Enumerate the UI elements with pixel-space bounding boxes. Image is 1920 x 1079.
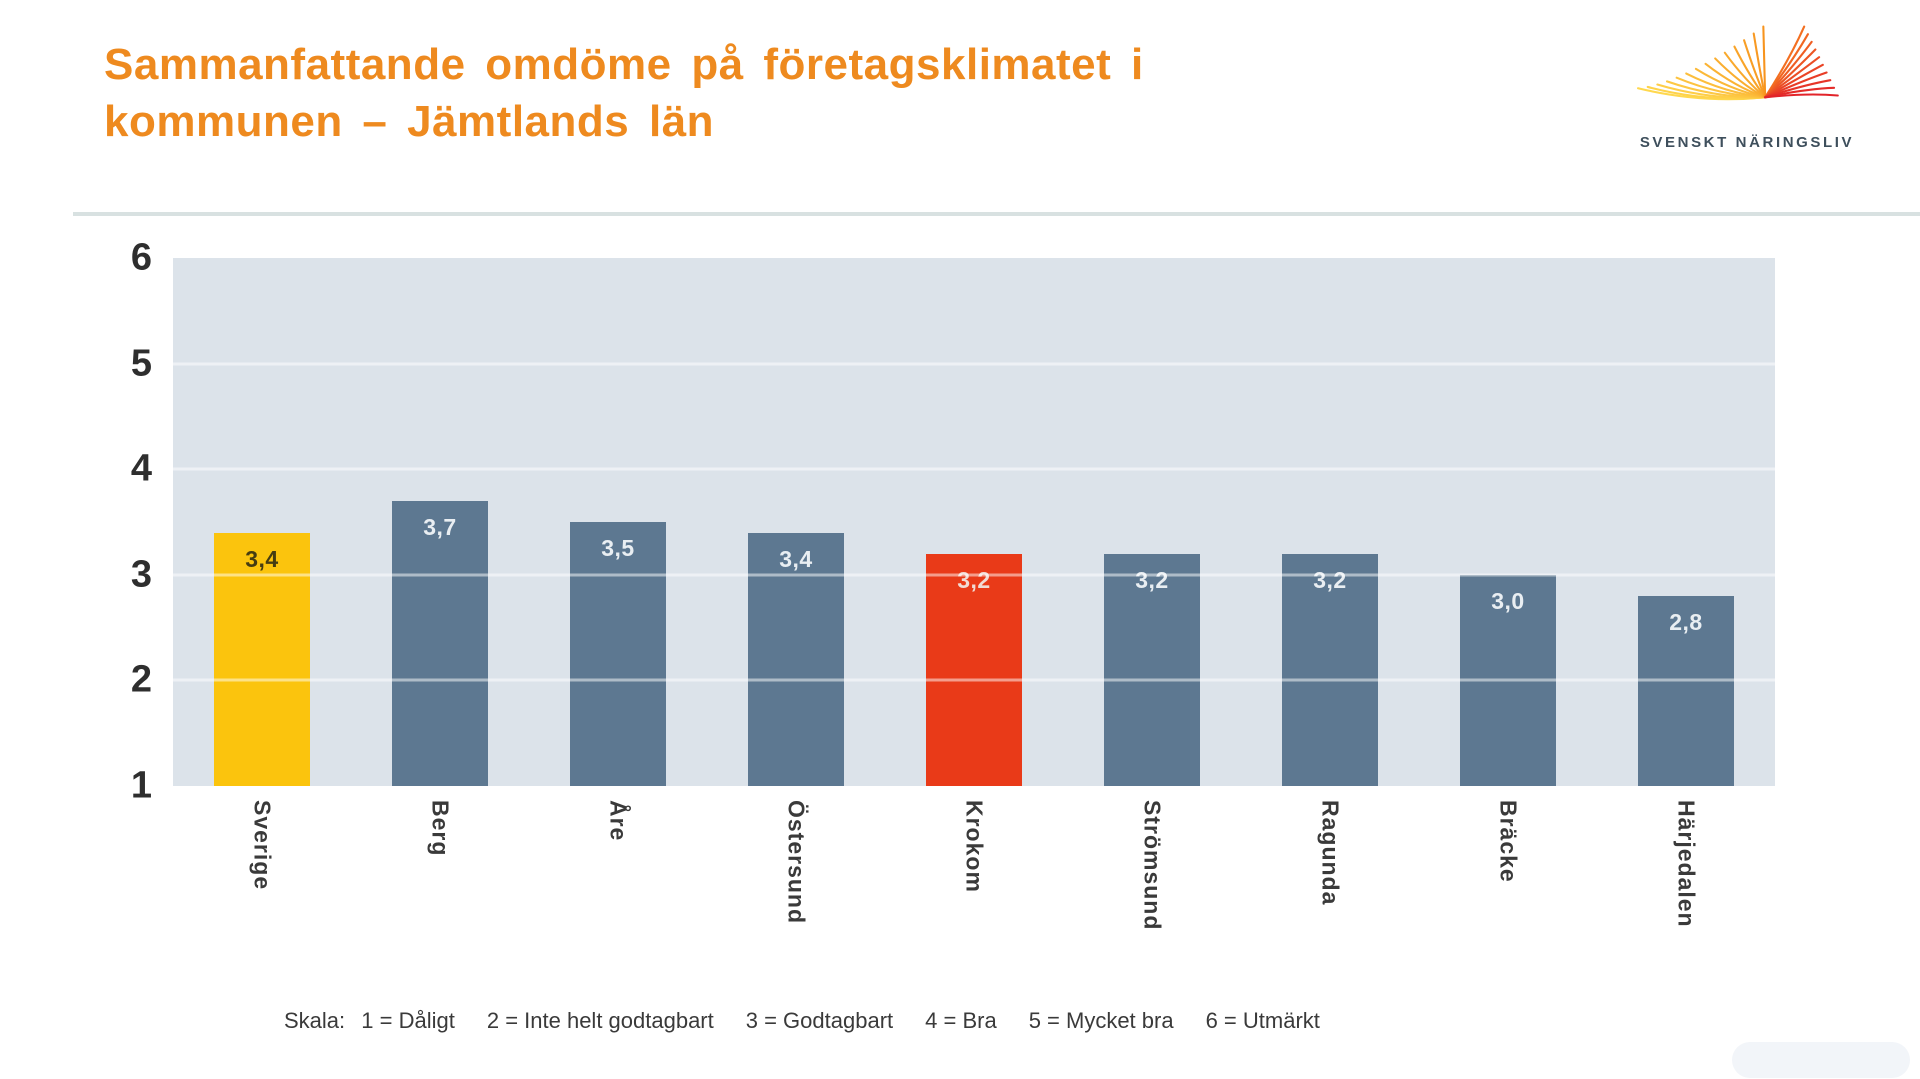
x-tick-label: Sverige (249, 800, 276, 891)
bar-column: 3,5 (529, 258, 707, 786)
wing-icon (1637, 25, 1839, 101)
bar-value-label: 3,5 (601, 535, 635, 561)
bar-sverige: 3,4 (214, 532, 310, 786)
x-label-column: Strömsund (1063, 800, 1241, 930)
bar-value-label: 3,7 (423, 513, 457, 540)
x-label-column: Ragunda (1241, 800, 1419, 905)
y-tick-label: 2 (130, 658, 152, 701)
scale-item: 2 = Inte helt godtagbart (486, 1008, 714, 1033)
bar-series: 3,4 3,7 3,5 3,4 3,2 3,2 3,2 3,0 2,8 (173, 258, 1775, 786)
x-label-column: Åre (529, 800, 707, 841)
x-tick-label: Härjedalen (1673, 800, 1700, 928)
bar-column: 3,7 (351, 258, 529, 786)
scale-item: 3 = Godtagbart (745, 1008, 894, 1033)
corner-highlight (1732, 1042, 1910, 1078)
scale-item: 6 = Utmärkt (1205, 1008, 1320, 1033)
bar-value-label: 3,2 (1135, 566, 1169, 593)
x-label-column: Krokom (885, 800, 1063, 893)
page-title-line1: Sammanfattande omdöme på företagsklimate… (104, 40, 1144, 89)
bar-column: 3,2 (885, 258, 1063, 786)
bar-bräcke: 3,0 (1460, 574, 1556, 786)
bar-column: 3,4 (707, 258, 885, 786)
bar-ragunda: 3,2 (1282, 553, 1378, 786)
x-label-column: Berg (351, 800, 529, 856)
bar-value-label: 3,4 (779, 545, 813, 572)
y-axis: 6 5 4 3 2 1 (88, 237, 152, 807)
header-divider (73, 212, 1920, 216)
y-tick-label: 3 (130, 553, 152, 596)
y-tick-label: 6 (130, 236, 152, 279)
y-tick-label: 4 (130, 447, 152, 490)
x-label-column: Bräcke (1419, 800, 1597, 883)
bar-value-label: 2,8 (1669, 608, 1703, 635)
plot-area: 3,4 3,7 3,5 3,4 3,2 3,2 3,2 3,0 2,8 (173, 258, 1775, 786)
x-tick-label: Strömsund (1139, 800, 1166, 931)
bar-krokom: 3,2 (926, 553, 1022, 786)
x-label-column: Östersund (707, 800, 885, 924)
bar-column: 3,2 (1063, 258, 1241, 786)
y-tick-label: 1 (130, 764, 152, 807)
x-tick-label: Bräcke (1495, 800, 1522, 883)
bar-value-label: 3,2 (957, 566, 991, 593)
x-tick-label: Ragunda (1317, 800, 1344, 906)
svenskt-naringsliv-logo: SVENSKT NÄRINGSLIV (1612, 12, 1882, 151)
bar-column: 3,2 (1241, 258, 1419, 786)
bar-berg: 3,7 (392, 500, 488, 786)
y-tick-label: 5 (130, 342, 152, 385)
scale-item: 5 = Mycket bra (1028, 1008, 1174, 1033)
scale-note-label: Skala: (284, 1008, 346, 1033)
scale-item: 4 = Bra (925, 1008, 997, 1033)
page-title: Sammanfattande omdöme på företagsklimate… (104, 36, 1254, 150)
bar-column: 3,4 (173, 258, 351, 786)
bar-column: 2,8 (1597, 258, 1775, 786)
x-label-column: Sverige (173, 800, 351, 890)
x-tick-label: Krokom (961, 800, 988, 893)
x-label-column: Härjedalen (1597, 800, 1775, 928)
bar-östersund: 3,4 (748, 532, 844, 786)
x-axis: Sverige Berg Åre Östersund Krokom Strömsund Ra… (173, 800, 1775, 1050)
bar-åre: 3,5 (570, 522, 666, 786)
x-tick-label: Berg (427, 800, 454, 857)
bar-value-label: 3,2 (1313, 566, 1347, 593)
scale-item: 1 = Dåligt (361, 1008, 455, 1033)
bar-value-label: 3,0 (1491, 587, 1525, 614)
page-title-line2: kommunen – Jämtlands län (104, 97, 715, 146)
bar-härjedalen: 2,8 (1638, 595, 1734, 786)
x-tick-label: Åre (605, 800, 632, 842)
scale-note: Skala: 1 = Dåligt 2 = Inte helt godtagbar… (284, 1008, 1684, 1034)
bar-strömsund: 3,2 (1104, 553, 1200, 786)
logo-text: SVENSKT NÄRINGSLIV (1639, 134, 1855, 151)
bar-column: 3,0 (1419, 258, 1597, 786)
bar-value-label: 3,4 (245, 545, 279, 572)
x-tick-label: Östersund (783, 800, 810, 925)
